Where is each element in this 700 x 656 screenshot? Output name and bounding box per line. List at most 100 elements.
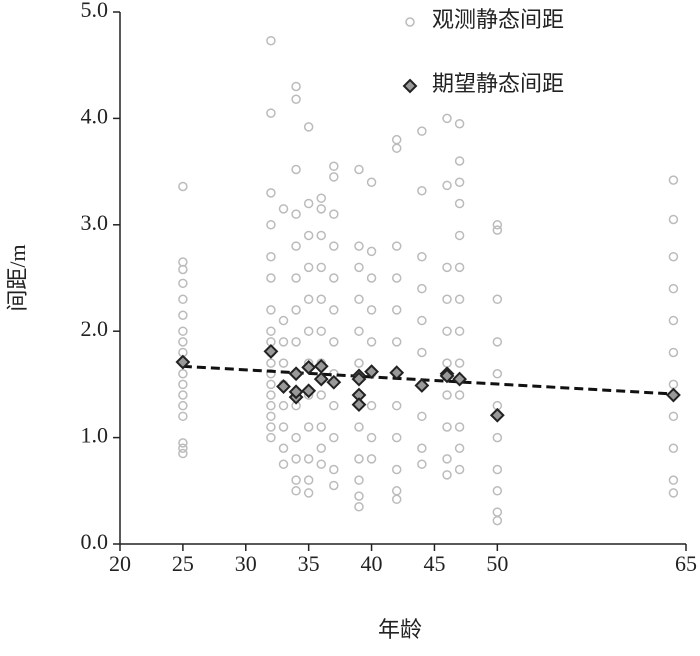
observed-point bbox=[178, 337, 188, 347]
observed-point bbox=[354, 262, 364, 273]
observed-point bbox=[278, 443, 289, 453]
observed-point bbox=[291, 94, 301, 104]
observed-point bbox=[668, 443, 679, 453]
observed-point bbox=[316, 443, 326, 453]
observed-point bbox=[178, 310, 188, 320]
y-tick-label: 2.0 bbox=[81, 316, 109, 341]
observed-point bbox=[303, 488, 314, 498]
observed-point bbox=[417, 315, 427, 326]
observed-point bbox=[266, 326, 276, 336]
observed-point bbox=[354, 164, 364, 175]
observed-point bbox=[492, 225, 503, 235]
y-tick-label: 5.0 bbox=[81, 0, 109, 22]
observed-point bbox=[266, 305, 276, 315]
observed-point bbox=[668, 379, 679, 390]
expected-point bbox=[288, 384, 304, 400]
observed-point bbox=[454, 118, 465, 129]
observed-point bbox=[492, 515, 503, 526]
expected-point bbox=[452, 371, 468, 387]
observed-point bbox=[266, 390, 276, 400]
observed-point bbox=[329, 209, 339, 219]
observed-point bbox=[178, 390, 188, 400]
observed-point bbox=[266, 411, 276, 422]
expected-point bbox=[326, 374, 342, 390]
observed-point bbox=[303, 122, 314, 132]
expected-point bbox=[351, 397, 367, 413]
observed-point bbox=[266, 422, 276, 432]
expected-point bbox=[414, 378, 430, 393]
observed-point bbox=[266, 400, 276, 411]
observed-point bbox=[303, 326, 314, 336]
observed-point bbox=[391, 400, 402, 411]
observed-point bbox=[668, 283, 679, 294]
observed-point bbox=[417, 347, 427, 358]
observed-point bbox=[266, 251, 276, 262]
observed-point bbox=[668, 411, 679, 422]
observed-point bbox=[492, 464, 503, 475]
observed-point bbox=[354, 491, 364, 501]
observed-point bbox=[316, 262, 326, 273]
observed-point bbox=[454, 358, 465, 368]
expected-point bbox=[313, 371, 329, 387]
observed-point bbox=[178, 326, 188, 336]
observed-point bbox=[291, 209, 301, 219]
observed-point bbox=[442, 294, 452, 305]
observed-point bbox=[178, 369, 188, 379]
observed-point bbox=[391, 305, 402, 315]
observed-point bbox=[291, 432, 301, 443]
observed-point bbox=[417, 411, 427, 422]
observed-point bbox=[266, 220, 276, 230]
x-tick-label: 20 bbox=[109, 551, 131, 576]
observed-point bbox=[266, 188, 276, 198]
observed-point bbox=[668, 251, 679, 262]
observed-point bbox=[354, 422, 364, 432]
expected-point bbox=[288, 366, 304, 382]
legend-label: 观测静态间距 bbox=[432, 7, 564, 32]
observed-point bbox=[442, 470, 452, 480]
observed-point bbox=[417, 443, 427, 453]
observed-point bbox=[329, 161, 339, 172]
observed-point bbox=[316, 390, 326, 400]
observed-point bbox=[316, 294, 326, 305]
observed-point bbox=[492, 507, 503, 517]
expected-point bbox=[301, 383, 317, 399]
observed-point bbox=[316, 193, 326, 203]
observed-point bbox=[278, 204, 289, 214]
observed-point bbox=[303, 454, 314, 464]
observed-point bbox=[316, 326, 326, 336]
observed-point bbox=[278, 358, 289, 368]
observed-point bbox=[303, 475, 314, 485]
observed-point bbox=[492, 486, 503, 496]
observed-point bbox=[178, 379, 188, 390]
observed-point bbox=[366, 273, 377, 283]
observed-point bbox=[454, 294, 465, 305]
observed-point bbox=[178, 264, 188, 275]
observed-point bbox=[417, 126, 427, 136]
observed-point bbox=[454, 198, 465, 209]
observed-point bbox=[354, 475, 364, 485]
observed-point bbox=[291, 475, 301, 485]
observed-point bbox=[303, 262, 314, 273]
x-tick-label: 30 bbox=[235, 551, 257, 576]
y-tick-label: 3.0 bbox=[81, 210, 109, 235]
observed-point bbox=[492, 432, 503, 443]
observed-point bbox=[266, 369, 276, 379]
observed-point bbox=[329, 480, 339, 491]
expected-point bbox=[263, 344, 279, 359]
observed-point bbox=[291, 454, 301, 464]
x-tick-label: 45 bbox=[423, 551, 445, 576]
observed-point bbox=[266, 432, 276, 443]
observed-point bbox=[417, 459, 427, 469]
x-tick-label: 65 bbox=[675, 551, 697, 576]
observed-point bbox=[291, 81, 301, 92]
observed-point bbox=[668, 488, 679, 498]
observed-point bbox=[178, 278, 188, 289]
expected-point bbox=[364, 364, 379, 380]
observed-point bbox=[454, 464, 465, 475]
observed-point bbox=[454, 326, 465, 336]
observed-point bbox=[442, 358, 452, 368]
observed-point bbox=[442, 113, 452, 124]
observed-point bbox=[442, 422, 452, 432]
expected-point bbox=[389, 365, 405, 381]
